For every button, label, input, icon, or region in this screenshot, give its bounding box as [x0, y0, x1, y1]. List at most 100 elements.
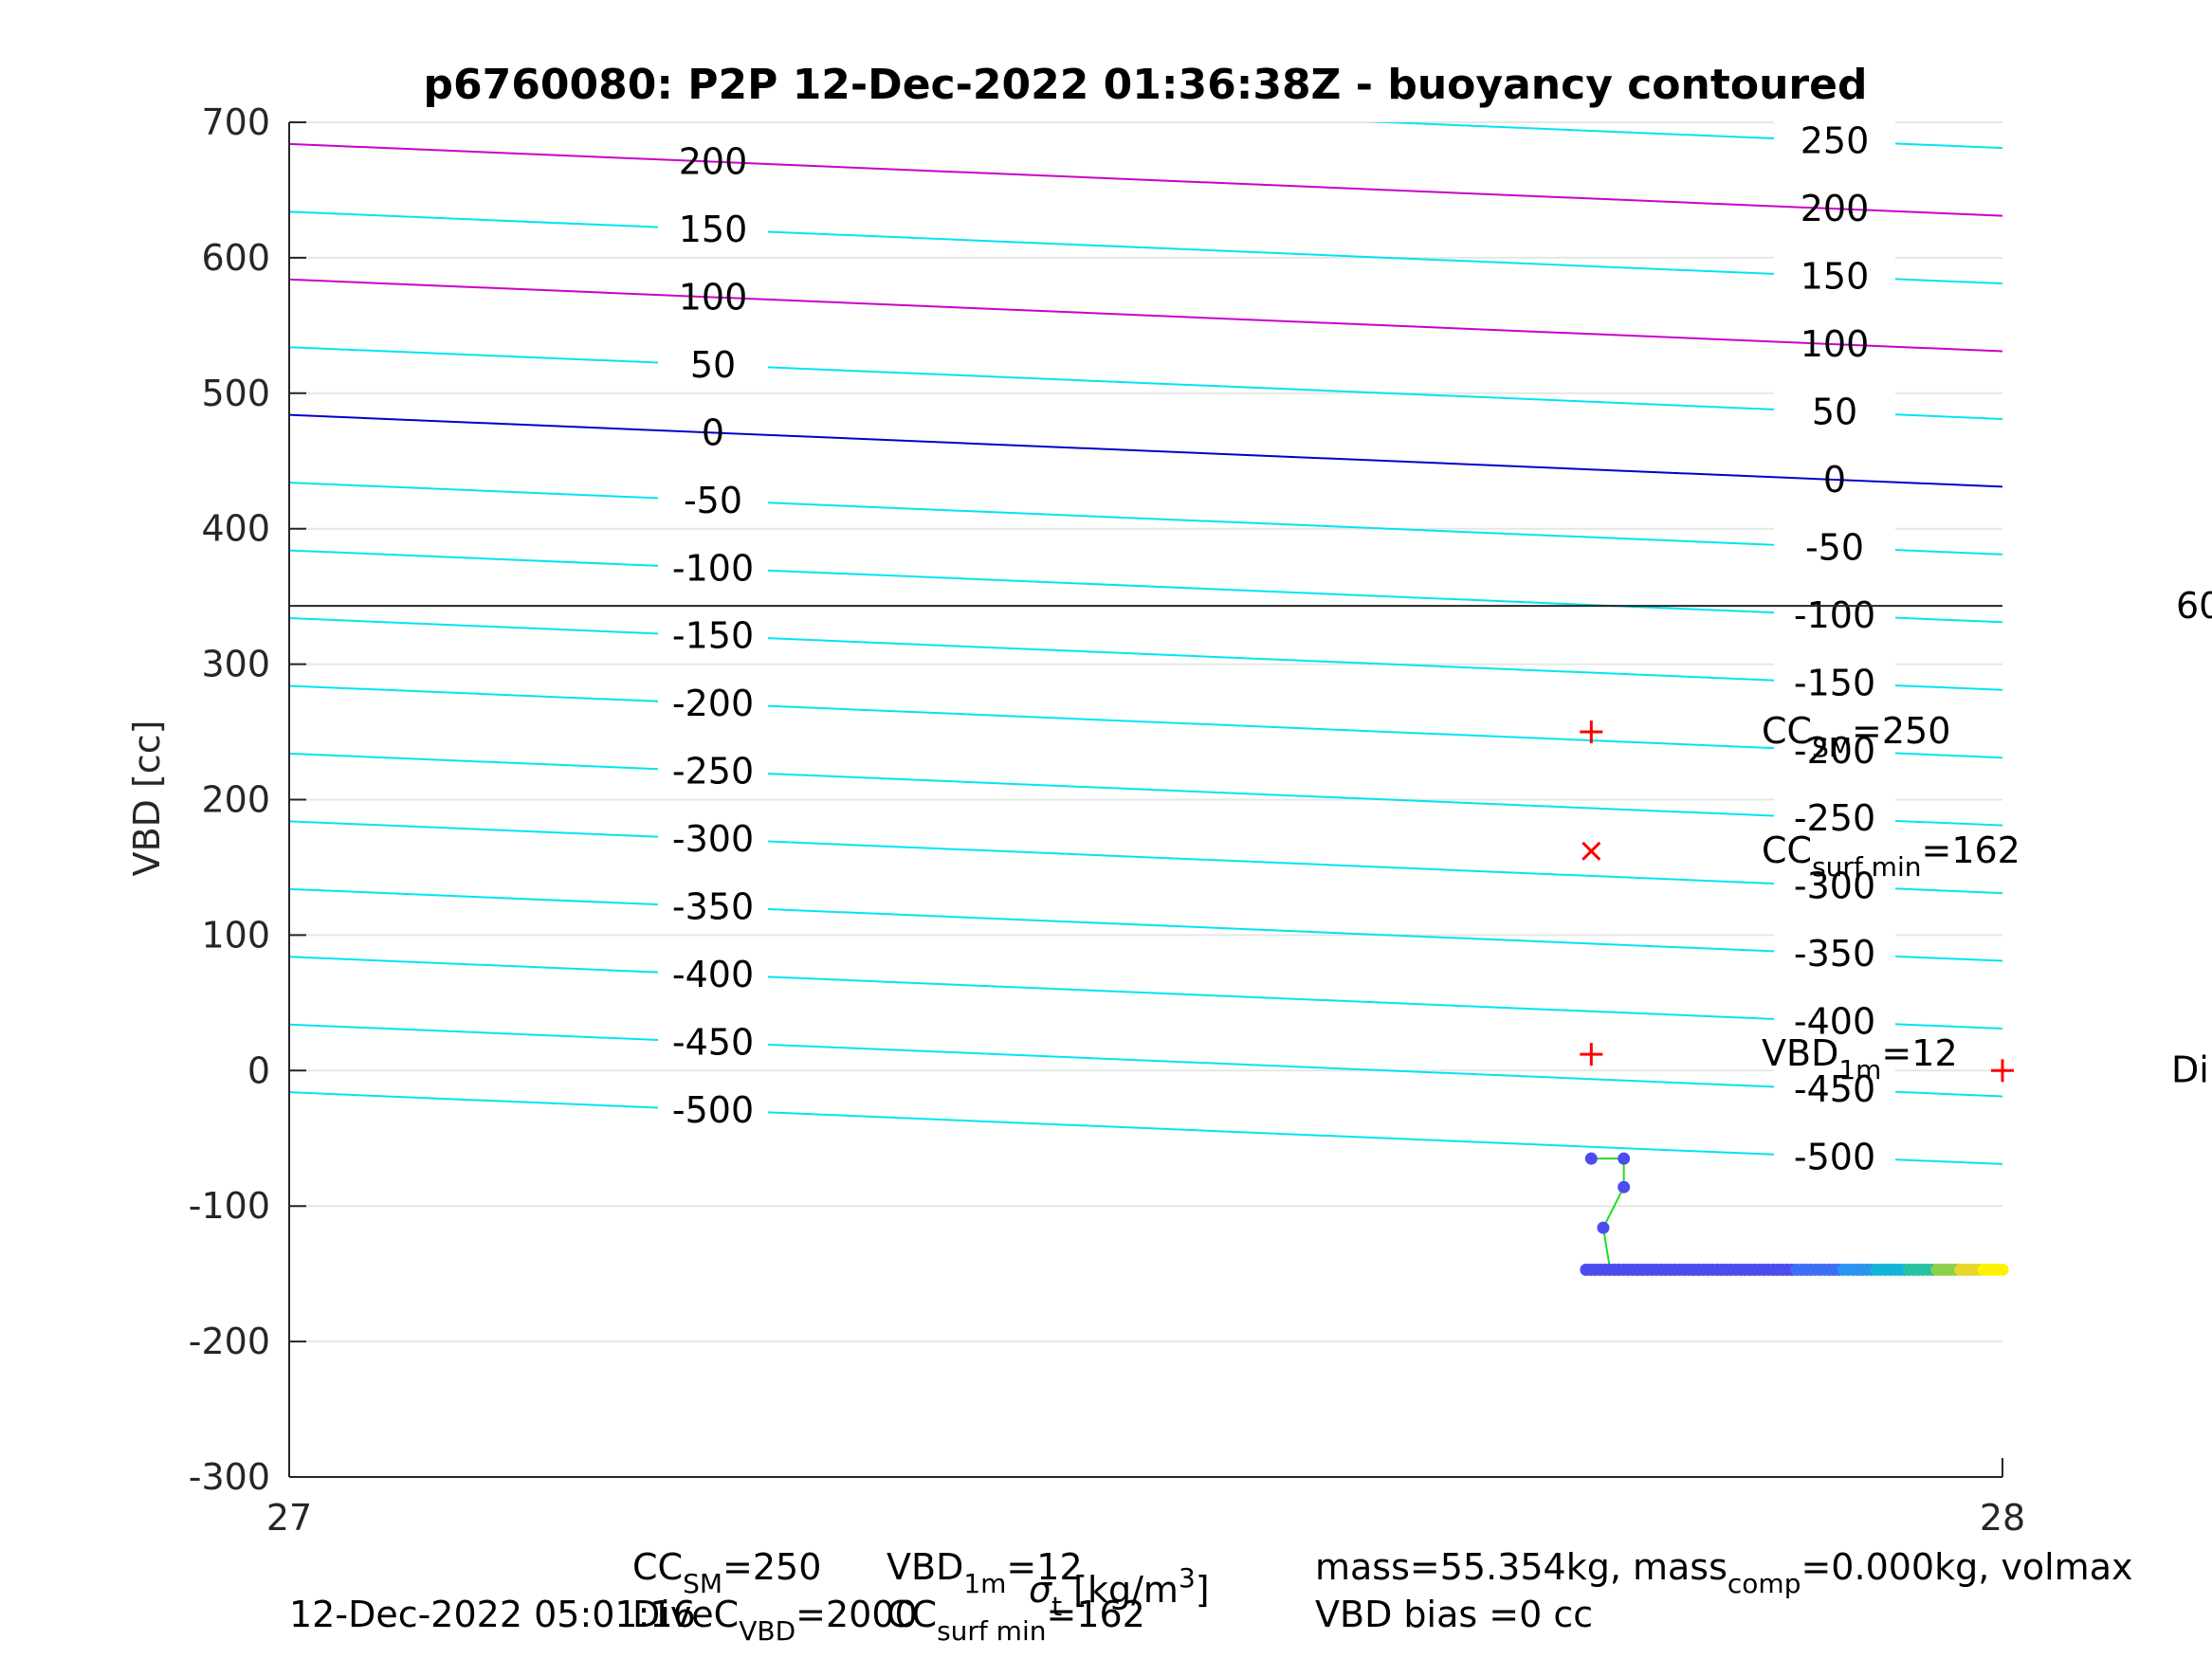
x-axis-label: σt [kg/m3]: [1029, 1562, 1210, 1622]
contour-label: -450: [672, 1021, 754, 1063]
contour-label: 100: [1801, 323, 1870, 365]
footer-cc-sm: CCSM=250: [632, 1546, 821, 1599]
contour-label: -50: [1805, 526, 1864, 568]
contour-label: -350: [1794, 933, 1875, 975]
y-tick-label: 0: [247, 1049, 270, 1091]
contour-label: -300: [672, 818, 754, 860]
footer-vbd-bias: VBD bias =0 cc: [1315, 1594, 1593, 1635]
contour-line: [289, 482, 2002, 556]
trajectory-point: [1996, 1263, 2009, 1276]
contour-line: [289, 887, 2002, 962]
contour-label-gap: [1774, 729, 1895, 772]
contour-line: [289, 1091, 2002, 1165]
contour-label: 250: [1801, 120, 1870, 162]
footer-date: 12-Dec-2022 05:01:16: [289, 1594, 696, 1635]
contour-line: [289, 346, 2002, 420]
contour-label-gap: [658, 1021, 768, 1064]
contour-label-gap: [658, 209, 768, 251]
footer-cc-surf: CCsurf min=162: [887, 1594, 1145, 1647]
contour-line: [289, 617, 2002, 691]
contour-line: [289, 752, 2002, 827]
marker-label: Di: [2171, 1048, 2209, 1090]
contour-label: 200: [679, 141, 748, 183]
contour-label: -100: [1794, 594, 1875, 636]
buoyancy-contours: [289, 122, 2002, 1165]
contour-label: 50: [690, 344, 736, 386]
y-tick-label: -100: [189, 1185, 270, 1227]
contour-label-gap: [658, 479, 768, 521]
contour-label-gap: [1774, 391, 1895, 433]
contour-label: -300: [1794, 866, 1875, 907]
trajectory-point: [1584, 1152, 1598, 1165]
contour-label-gap: [658, 614, 768, 657]
marker-label: CCSM=250: [1762, 710, 1950, 763]
contour-label-gap: [658, 1088, 768, 1131]
y-axis-label: VBD [cc]: [126, 720, 168, 877]
contour-label: -450: [1794, 1068, 1875, 1110]
grid-lines: [289, 121, 2002, 1478]
contour-label-gap: [1774, 526, 1895, 569]
footer-mass: mass=55.354kg, masscomp=0.000kg, volmax: [1315, 1546, 2132, 1599]
dive-trajectory: [1580, 1152, 2009, 1276]
contour-label: -500: [1794, 1136, 1875, 1177]
contour-label-gap: [658, 885, 768, 928]
x-tick-label: 27: [266, 1497, 312, 1539]
contour-label: -250: [672, 751, 754, 793]
contour-label-gap: [1774, 933, 1895, 975]
trajectory-line: [1591, 1158, 1625, 1270]
contour-label: -500: [672, 1089, 754, 1131]
contour-label: 150: [1801, 256, 1870, 298]
contour-label: 0: [1823, 459, 1846, 501]
contour-label: -150: [672, 615, 754, 657]
y-tick-label: -300: [189, 1456, 270, 1498]
marker-label: VBD1m=12: [1762, 1032, 1958, 1085]
x-tick-label: 28: [1980, 1497, 2025, 1539]
contour-line: [289, 413, 2002, 488]
footer: 12-Dec-2022 05:01:16CCSM=250DiveCVBD=200…: [289, 1546, 2132, 1647]
contour-label-gap: [1774, 865, 1895, 907]
contour-label: -400: [1794, 1001, 1875, 1043]
footer-dive-c: DiveCVBD=2000: [632, 1594, 918, 1647]
contour-label: -50: [684, 480, 742, 521]
contour-labels: -500-500-450-450-400-400-350-350-300-300…: [658, 119, 1895, 1178]
contour-label-gap: [658, 683, 768, 725]
contour-label: 150: [679, 209, 748, 250]
contour-line: [289, 956, 2002, 1030]
contour-label-gap: [1774, 1068, 1895, 1111]
y-tick-label: 100: [201, 914, 270, 956]
y-tick-label: 300: [201, 644, 270, 685]
contour-label-gap: [1774, 255, 1895, 298]
contour-line: [289, 549, 2002, 624]
y-tick-label: 400: [201, 508, 270, 550]
contour-label-gap: [658, 818, 768, 861]
contour-label-gap: [1774, 1000, 1895, 1043]
contour-label: -200: [1794, 730, 1875, 772]
contour-label-gap: [658, 547, 768, 590]
y-tick-label: 500: [201, 373, 270, 414]
contour-label-gap: [1774, 1136, 1895, 1178]
contour-label: -400: [672, 954, 754, 995]
footer-vbd-1m: VBD1m=12: [887, 1546, 1083, 1599]
contour-label-gap: [1774, 593, 1895, 636]
contour-label-gap: [1774, 797, 1895, 840]
contour-line: [289, 142, 2002, 217]
contour-label-gap: [658, 750, 768, 793]
marker-label: CCsurf min=162: [1762, 830, 2020, 883]
marker-x: [1581, 841, 1601, 861]
contour-label: 100: [679, 276, 748, 318]
y-tick-label: -200: [189, 1321, 270, 1362]
contour-label: 200: [1801, 188, 1870, 229]
contour-line: [289, 210, 2002, 285]
contour-label: -100: [672, 547, 754, 589]
contour-label-gap: [658, 953, 768, 995]
chart-title: p6760080: P2P 12-Dec-2022 01:36:38Z - bu…: [424, 61, 1868, 109]
contour-line: [289, 820, 2002, 895]
contour-label: -350: [672, 886, 754, 928]
contour-label: -150: [1794, 662, 1875, 703]
trajectory-point: [1618, 1152, 1631, 1165]
contour-label: -200: [672, 683, 754, 724]
contour-line: [289, 278, 2002, 353]
y-tick-label: 600: [201, 237, 270, 279]
